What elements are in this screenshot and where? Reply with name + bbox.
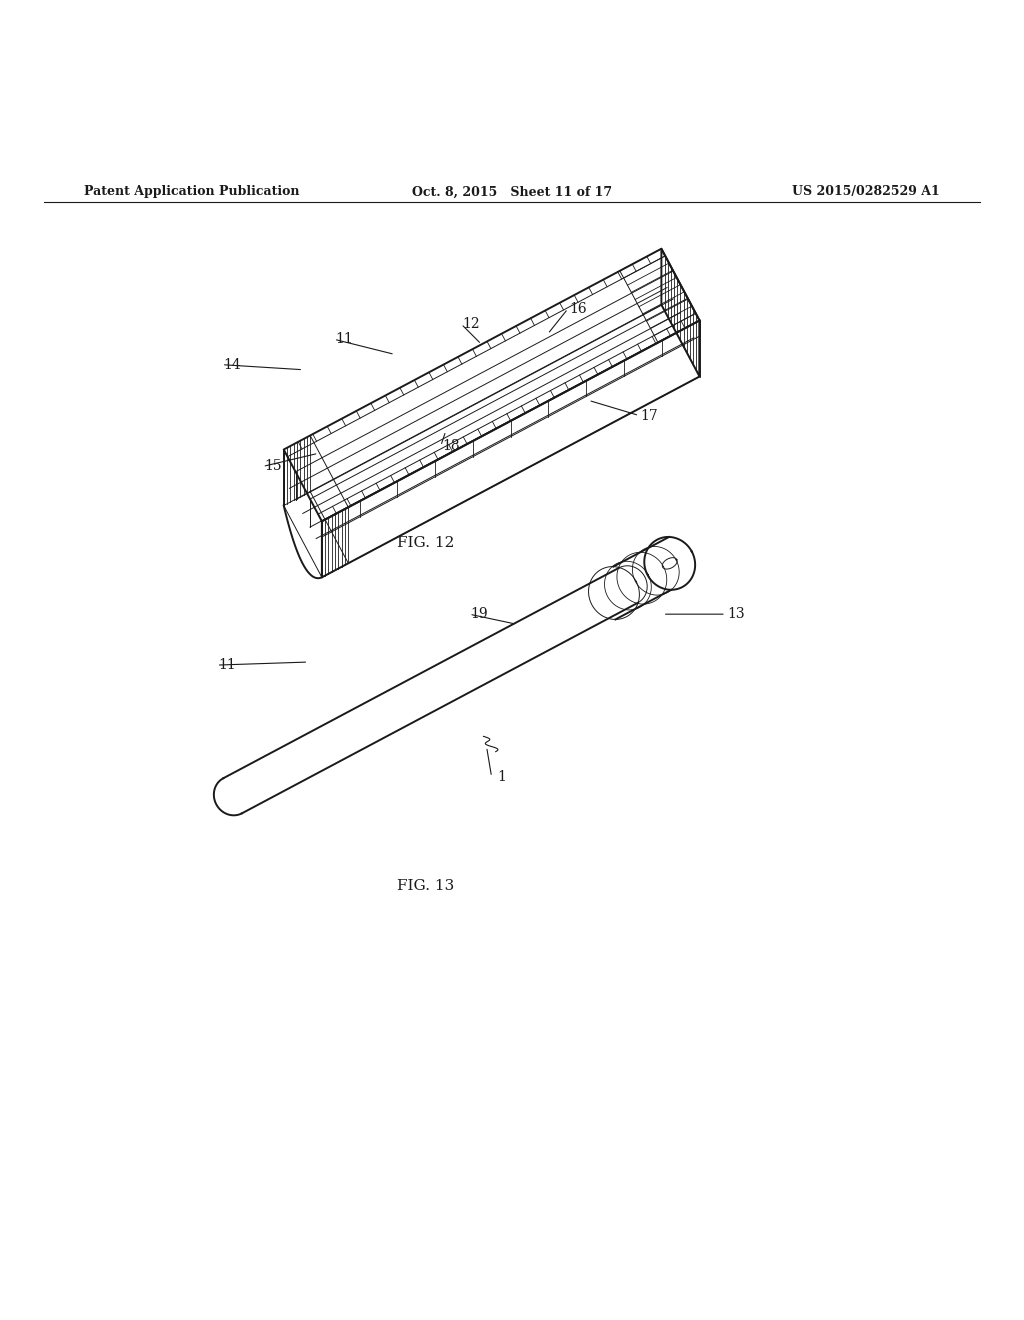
Text: 19: 19 xyxy=(471,607,488,622)
Text: 11: 11 xyxy=(218,659,236,672)
Text: 15: 15 xyxy=(264,459,282,474)
Text: Patent Application Publication: Patent Application Publication xyxy=(84,185,300,198)
Text: 12: 12 xyxy=(463,317,480,331)
Text: FIG. 13: FIG. 13 xyxy=(397,879,454,892)
Text: 16: 16 xyxy=(569,302,587,315)
Text: US 2015/0282529 A1: US 2015/0282529 A1 xyxy=(792,185,940,198)
Text: 11: 11 xyxy=(335,333,353,346)
Text: 1: 1 xyxy=(498,770,506,784)
Text: FIG. 12: FIG. 12 xyxy=(396,536,454,549)
Text: 17: 17 xyxy=(641,409,658,422)
Text: Oct. 8, 2015   Sheet 11 of 17: Oct. 8, 2015 Sheet 11 of 17 xyxy=(412,185,612,198)
Text: 18: 18 xyxy=(442,440,460,453)
Text: 13: 13 xyxy=(727,607,744,622)
Text: 14: 14 xyxy=(223,358,241,372)
